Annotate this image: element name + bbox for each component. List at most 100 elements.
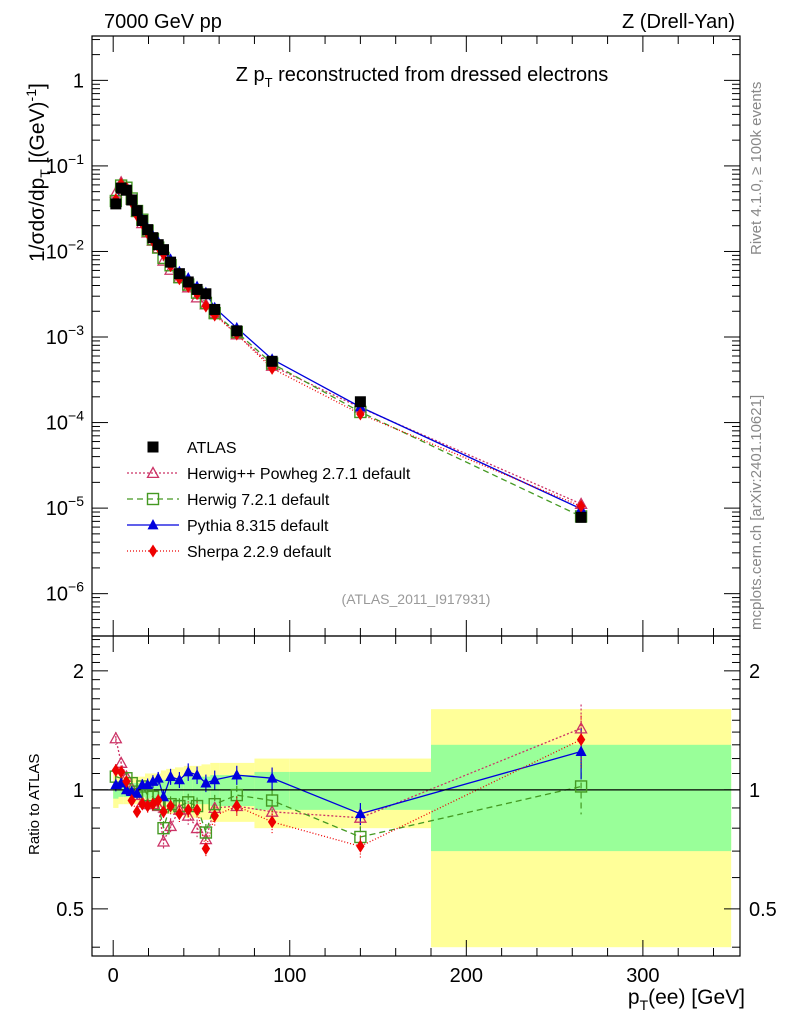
data-point <box>142 224 154 236</box>
x-axis-label-a: p <box>628 986 640 1009</box>
x-axis-label: pT(ee) [GeV] <box>628 986 745 1013</box>
ratio-point <box>267 815 277 829</box>
rivet-version-text: Rivet 4.1.0, ≥ 100k events <box>748 82 765 255</box>
ratio-point <box>143 799 152 813</box>
y-tick-label-exponent: −3 <box>68 322 84 338</box>
y-tick-label: 10−3 <box>46 322 84 349</box>
ratio-point <box>163 819 178 832</box>
legend-label: Herwig++ Powheg 2.7.1 default <box>187 466 411 483</box>
data-point <box>136 215 148 227</box>
data-point <box>231 325 243 337</box>
ratio-point <box>181 808 195 821</box>
y-tick-label-base: 10 <box>46 327 68 349</box>
legend: ATLAS Herwig++ Powheg 2.7.1 default Herwig… <box>127 440 411 561</box>
data-point <box>163 262 178 275</box>
data-point <box>210 308 219 322</box>
data-point <box>201 299 211 313</box>
data-point <box>147 232 159 244</box>
data-point <box>266 355 278 367</box>
y-tick-label-exponent: −5 <box>68 493 84 509</box>
data-point <box>200 288 212 300</box>
y-axis-label-a: 1/σdσ/dp <box>26 178 49 262</box>
x-tick-label: 200 <box>450 965 483 987</box>
legend-label: Sherpa 2.2.9 default <box>187 544 332 561</box>
ratio-point <box>356 839 365 853</box>
y-axis-label-b: [(GeV) <box>26 101 49 169</box>
ratio-point <box>109 731 123 744</box>
x-tick-label: 0 <box>108 965 119 987</box>
data-point <box>356 407 365 421</box>
ratio-point <box>191 769 203 780</box>
ratio-point <box>152 772 164 783</box>
data-point <box>158 244 170 256</box>
ratio-point <box>574 721 588 734</box>
y-axis-label-c: ] <box>26 83 49 89</box>
ratio-y-tick-label-right: 1 <box>749 780 760 802</box>
ratio-y-tick-label-right: 0.5 <box>749 899 777 921</box>
mcplots-citation-text: mcplots.cern.ch [arXiv:2401.10621] <box>748 395 765 630</box>
ratio-point <box>192 803 202 817</box>
data-point <box>576 499 586 513</box>
y-axis-label-sup: -1 <box>23 89 39 102</box>
x-tick-label: 300 <box>626 965 659 987</box>
ratio-y-tick-label-left: 1 <box>73 780 84 802</box>
data-point <box>182 276 194 288</box>
ratio-point <box>576 733 586 747</box>
series-line-4 <box>115 183 582 507</box>
main-series-markers <box>109 175 588 523</box>
ratio-point <box>148 797 158 811</box>
y-tick-label: 1 <box>73 70 84 92</box>
y-tick-label-exponent: −6 <box>68 579 84 595</box>
x-axis-label-sub: T <box>640 997 649 1013</box>
ratio-point <box>166 799 175 813</box>
ratio-point <box>209 773 221 785</box>
y-tick-label-base: 10 <box>46 498 68 520</box>
data-point <box>354 396 366 408</box>
ratio-series-markers <box>109 721 588 856</box>
ratio-point <box>111 763 121 777</box>
ratio-point <box>156 834 171 847</box>
header-right: Z (Drell-Yan) <box>622 11 735 33</box>
ratio-y-tick-label-left: 0.5 <box>56 899 84 921</box>
ratio-point <box>115 777 127 788</box>
ratio-y-tick-label-left: 2 <box>73 661 84 683</box>
legend-marker <box>147 519 159 530</box>
y-tick-label: 10−5 <box>46 493 84 520</box>
legend-marker <box>147 441 159 453</box>
y-tick-label: 10−2 <box>46 236 84 263</box>
series-line-1 <box>115 181 582 505</box>
ratio-point <box>231 769 243 780</box>
ratio-point <box>266 772 278 783</box>
plot-title-main: Z p <box>236 64 265 86</box>
data-point <box>165 256 177 268</box>
y-axis-label-sub: T <box>37 169 53 178</box>
ratio-point <box>199 826 213 839</box>
ratio-point <box>122 774 131 788</box>
y-tick-label-base: 10 <box>46 413 68 435</box>
y-tick-label-base: 1 <box>73 70 84 92</box>
ratio-band-green <box>210 775 220 807</box>
data-point <box>209 303 221 315</box>
header-left: 7000 GeV pp <box>104 11 222 33</box>
ratio-point <box>175 807 184 821</box>
y-tick-label-base: 10 <box>46 584 68 606</box>
ratio-point <box>574 780 588 793</box>
data-point <box>126 194 138 206</box>
y-axis-label: 1/σdσ/dpT [(GeV)-1] <box>23 83 53 262</box>
data-point <box>191 283 203 295</box>
ratio-point <box>200 777 212 788</box>
ratio-point <box>232 799 241 813</box>
y-tick-label-exponent: −2 <box>68 236 84 252</box>
data-point <box>173 268 185 280</box>
legend-marker <box>148 544 158 558</box>
legend-label: ATLAS <box>187 440 237 457</box>
ratio-point <box>173 773 185 785</box>
ratio-frame <box>91 635 741 957</box>
ratio-point <box>147 775 159 786</box>
y-tick-label: 10−6 <box>46 579 84 606</box>
x-axis-label-b: (ee) [GeV] <box>648 986 745 1009</box>
legend-label: Herwig 7.2.1 default <box>187 492 330 509</box>
data-point <box>120 184 132 196</box>
x-tick-label: 100 <box>273 965 306 987</box>
